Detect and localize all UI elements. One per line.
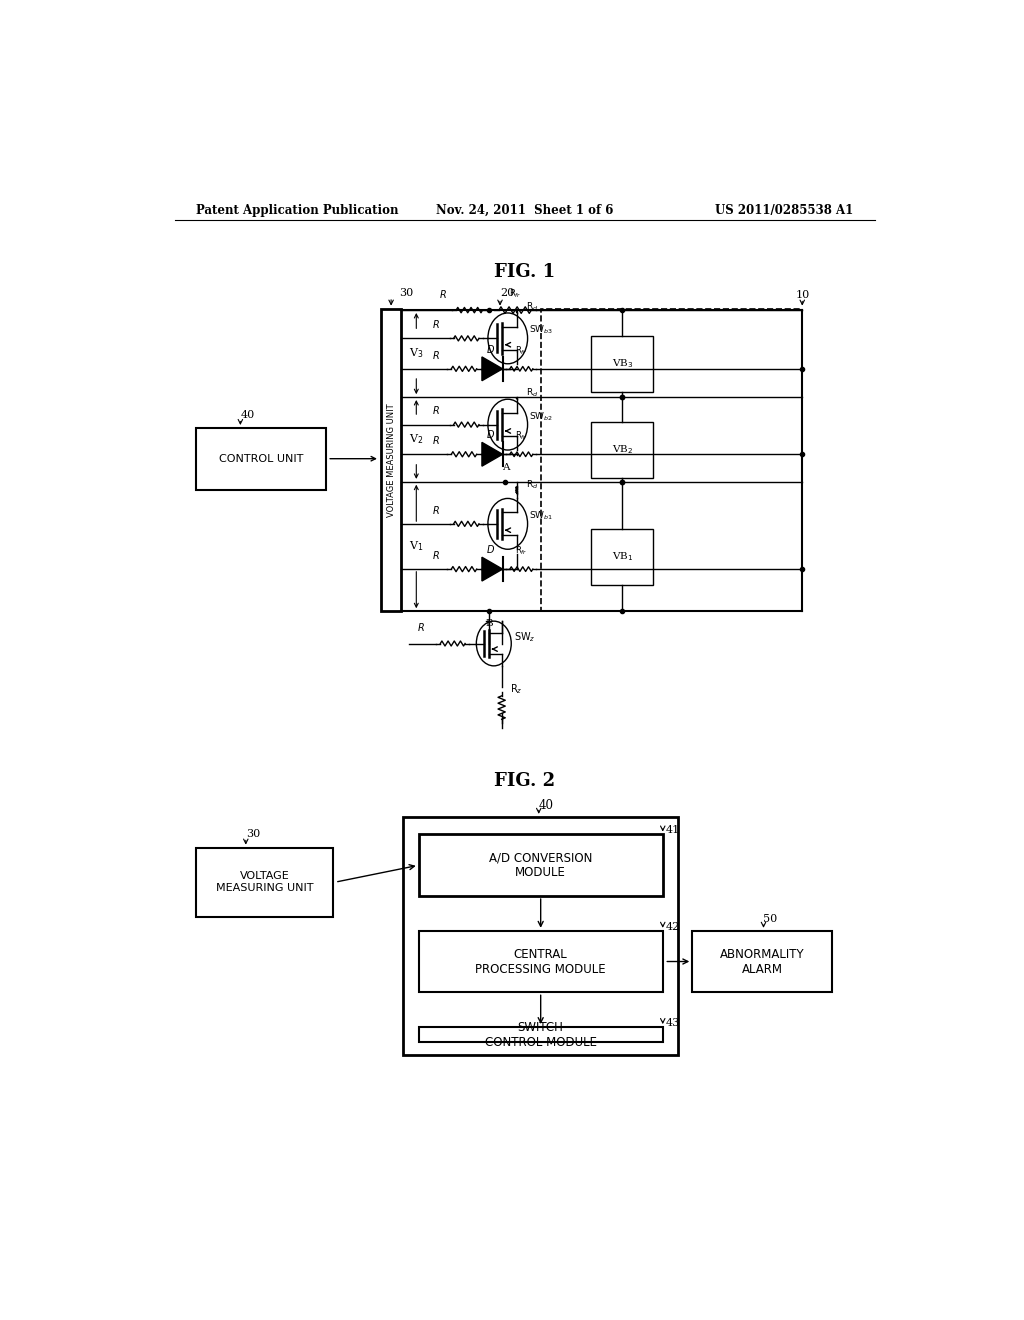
Text: R: R	[433, 550, 440, 561]
Text: R: R	[433, 321, 440, 330]
Text: V$_2$: V$_2$	[410, 433, 424, 446]
Text: VB$_1$: VB$_1$	[611, 550, 633, 564]
Text: ABNORMALITY
ALARM: ABNORMALITY ALARM	[720, 948, 804, 975]
Bar	[403, 817, 678, 1056]
Text: 40: 40	[241, 409, 255, 420]
Text: R: R	[433, 407, 440, 417]
Bar	[381, 309, 400, 611]
Text: R: R	[418, 623, 424, 634]
Bar	[592, 529, 653, 585]
Bar	[419, 931, 663, 993]
Text: 30: 30	[246, 829, 260, 840]
Text: A/D CONVERSION
MODULE: A/D CONVERSION MODULE	[489, 851, 592, 879]
Bar	[541, 309, 802, 611]
Bar	[592, 335, 653, 392]
Text: CENTRAL
PROCESSING MODULE: CENTRAL PROCESSING MODULE	[475, 948, 606, 975]
Text: FIG. 1: FIG. 1	[495, 264, 555, 281]
Text: SWITCH
CONTROL MODULE: SWITCH CONTROL MODULE	[484, 1020, 597, 1048]
Text: SW$_{b3}$: SW$_{b3}$	[529, 323, 554, 337]
Bar	[419, 834, 663, 896]
Text: D: D	[487, 345, 495, 355]
Text: R$_d$: R$_d$	[526, 300, 539, 313]
Text: VB$_3$: VB$_3$	[611, 358, 633, 370]
Text: R$_z$: R$_z$	[510, 682, 522, 696]
Bar	[419, 1027, 663, 1043]
Text: US 2011/0285538 A1: US 2011/0285538 A1	[715, 205, 853, 218]
Bar	[197, 428, 326, 490]
Text: D: D	[487, 545, 495, 554]
Text: 42: 42	[666, 921, 680, 932]
Text: Nov. 24, 2011  Sheet 1 of 6: Nov. 24, 2011 Sheet 1 of 6	[436, 205, 613, 218]
Bar	[592, 421, 653, 478]
Text: 30: 30	[399, 288, 414, 298]
Text: R$_{fr}$: R$_{fr}$	[515, 345, 527, 356]
Text: A: A	[502, 462, 509, 471]
Text: D: D	[487, 430, 495, 440]
Text: VOLTAGE
MEASURING UNIT: VOLTAGE MEASURING UNIT	[216, 871, 313, 894]
Polygon shape	[482, 557, 503, 581]
Polygon shape	[482, 356, 503, 380]
Text: R$_d$: R$_d$	[526, 479, 539, 491]
Text: R: R	[433, 506, 440, 516]
Text: R$_d$: R$_d$	[526, 387, 539, 400]
Text: V$_1$: V$_1$	[409, 540, 424, 553]
Text: R: R	[433, 351, 440, 360]
Text: CONTROL UNIT: CONTROL UNIT	[219, 454, 303, 463]
Text: SW$_{b1}$: SW$_{b1}$	[529, 510, 554, 521]
Text: Patent Application Publication: Patent Application Publication	[197, 205, 398, 218]
Text: R$_{fr}$: R$_{fr}$	[509, 288, 522, 300]
Text: 43: 43	[666, 1018, 680, 1028]
Text: V$_3$: V$_3$	[409, 347, 424, 360]
Text: SW$_{b2}$: SW$_{b2}$	[529, 411, 554, 422]
Text: R$_{fr}$: R$_{fr}$	[515, 429, 527, 442]
Text: 20: 20	[500, 288, 514, 298]
Text: R: R	[440, 290, 446, 300]
Bar	[692, 931, 831, 993]
Text: 50: 50	[764, 915, 778, 924]
Text: 10: 10	[796, 290, 810, 301]
Text: VB$_2$: VB$_2$	[612, 444, 633, 455]
Text: 41: 41	[666, 825, 680, 834]
Text: 40: 40	[539, 799, 554, 812]
Text: VOLTAGE MEASURING UNIT: VOLTAGE MEASURING UNIT	[387, 403, 395, 516]
Text: FIG. 2: FIG. 2	[495, 772, 555, 789]
Bar	[197, 847, 334, 917]
Text: B: B	[485, 619, 493, 628]
Text: SW$_z$: SW$_z$	[514, 631, 536, 644]
Polygon shape	[482, 442, 503, 466]
Text: R: R	[433, 436, 440, 446]
Text: R$_{fr}$: R$_{fr}$	[515, 544, 527, 557]
